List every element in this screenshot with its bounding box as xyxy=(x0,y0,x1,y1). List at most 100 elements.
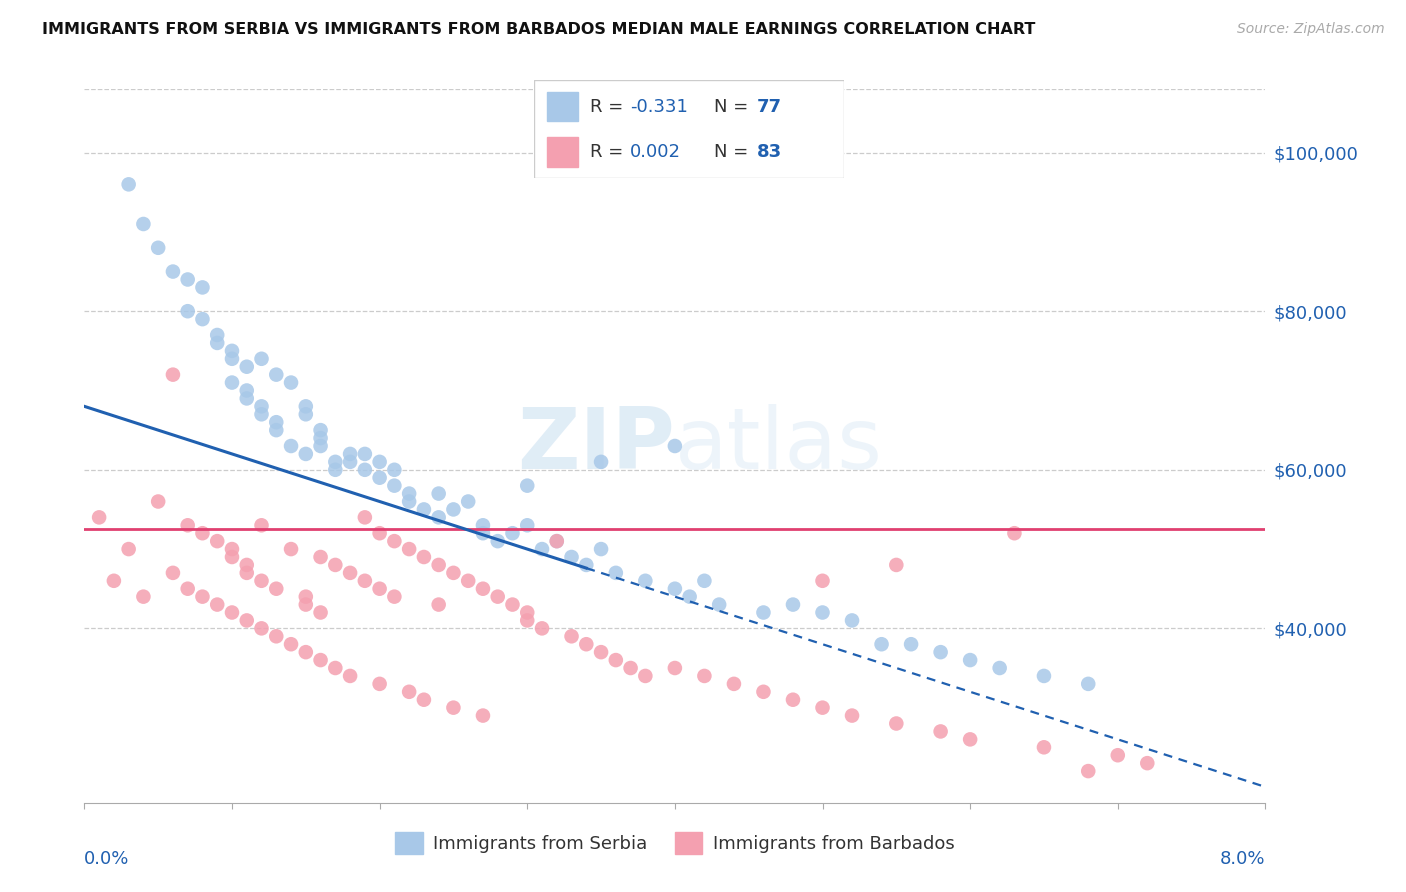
Point xyxy=(368,526,391,541)
Point xyxy=(103,574,125,588)
Point xyxy=(235,359,259,374)
Point xyxy=(546,534,568,549)
Point xyxy=(309,423,332,437)
Point xyxy=(309,549,332,564)
Text: 0.002: 0.002 xyxy=(630,143,681,161)
Point xyxy=(264,582,288,596)
Point xyxy=(309,439,332,453)
Point xyxy=(354,510,377,524)
Point xyxy=(398,494,420,508)
Point xyxy=(264,368,288,382)
Point xyxy=(264,629,288,643)
Point xyxy=(280,376,302,390)
Point xyxy=(295,400,318,414)
Point xyxy=(486,590,509,604)
Point xyxy=(929,724,952,739)
Point xyxy=(325,558,347,572)
Point xyxy=(235,392,259,406)
Point xyxy=(207,328,229,343)
Point xyxy=(309,431,332,445)
Point xyxy=(325,661,347,675)
Point xyxy=(516,614,538,628)
Point xyxy=(339,447,361,461)
Point xyxy=(264,423,288,437)
Point xyxy=(723,677,745,691)
Point xyxy=(752,685,775,699)
Point xyxy=(207,335,229,350)
Point xyxy=(886,558,908,572)
Point xyxy=(516,606,538,620)
Point xyxy=(870,637,893,651)
Point xyxy=(664,661,686,675)
Point xyxy=(634,574,657,588)
Point xyxy=(413,549,436,564)
Text: 83: 83 xyxy=(756,143,782,161)
Point xyxy=(443,700,465,714)
Point xyxy=(472,708,495,723)
Point xyxy=(561,629,583,643)
Point xyxy=(811,700,834,714)
Point xyxy=(191,280,214,294)
Point xyxy=(368,582,391,596)
Point xyxy=(132,217,155,231)
Point xyxy=(443,502,465,516)
Point xyxy=(619,661,641,675)
Point xyxy=(886,716,908,731)
Point xyxy=(413,502,436,516)
Point xyxy=(384,478,406,492)
Text: 8.0%: 8.0% xyxy=(1220,850,1265,869)
Point xyxy=(162,368,184,382)
Point xyxy=(235,614,259,628)
FancyBboxPatch shape xyxy=(534,80,844,178)
Point xyxy=(929,645,952,659)
Point xyxy=(1033,740,1056,755)
Point xyxy=(811,606,834,620)
Point xyxy=(398,685,420,699)
Point xyxy=(250,407,273,421)
Point xyxy=(295,645,318,659)
Point xyxy=(325,463,347,477)
Legend: Immigrants from Serbia, Immigrants from Barbados: Immigrants from Serbia, Immigrants from … xyxy=(388,825,962,862)
Point xyxy=(605,566,627,580)
Point xyxy=(841,708,863,723)
Point xyxy=(177,304,200,318)
Point xyxy=(1004,526,1026,541)
Point xyxy=(250,518,273,533)
Point xyxy=(384,534,406,549)
Bar xyxy=(547,137,578,167)
Point xyxy=(354,463,377,477)
Point xyxy=(177,518,200,533)
Point xyxy=(472,526,495,541)
Point xyxy=(207,534,229,549)
Point xyxy=(516,518,538,533)
Point xyxy=(502,598,524,612)
Point xyxy=(339,455,361,469)
Point xyxy=(354,574,377,588)
Point xyxy=(1077,677,1099,691)
Point xyxy=(752,606,775,620)
Point xyxy=(900,637,922,651)
Point xyxy=(221,542,243,557)
Point xyxy=(325,455,347,469)
Point xyxy=(368,677,391,691)
Point xyxy=(531,542,554,557)
Point xyxy=(561,549,583,564)
Point xyxy=(221,549,243,564)
Point xyxy=(250,574,273,588)
Point xyxy=(457,574,479,588)
Point xyxy=(295,447,318,461)
Text: N =: N = xyxy=(714,98,754,116)
Point xyxy=(191,312,214,326)
Point xyxy=(679,590,702,604)
Point xyxy=(427,558,450,572)
Point xyxy=(162,264,184,278)
Text: 0.0%: 0.0% xyxy=(84,850,129,869)
Text: ZIP: ZIP xyxy=(517,404,675,488)
Point xyxy=(709,598,731,612)
Point xyxy=(1033,669,1056,683)
Text: R =: R = xyxy=(591,143,628,161)
Point xyxy=(1107,748,1129,763)
Text: N =: N = xyxy=(714,143,754,161)
Point xyxy=(295,598,318,612)
Point xyxy=(368,455,391,469)
